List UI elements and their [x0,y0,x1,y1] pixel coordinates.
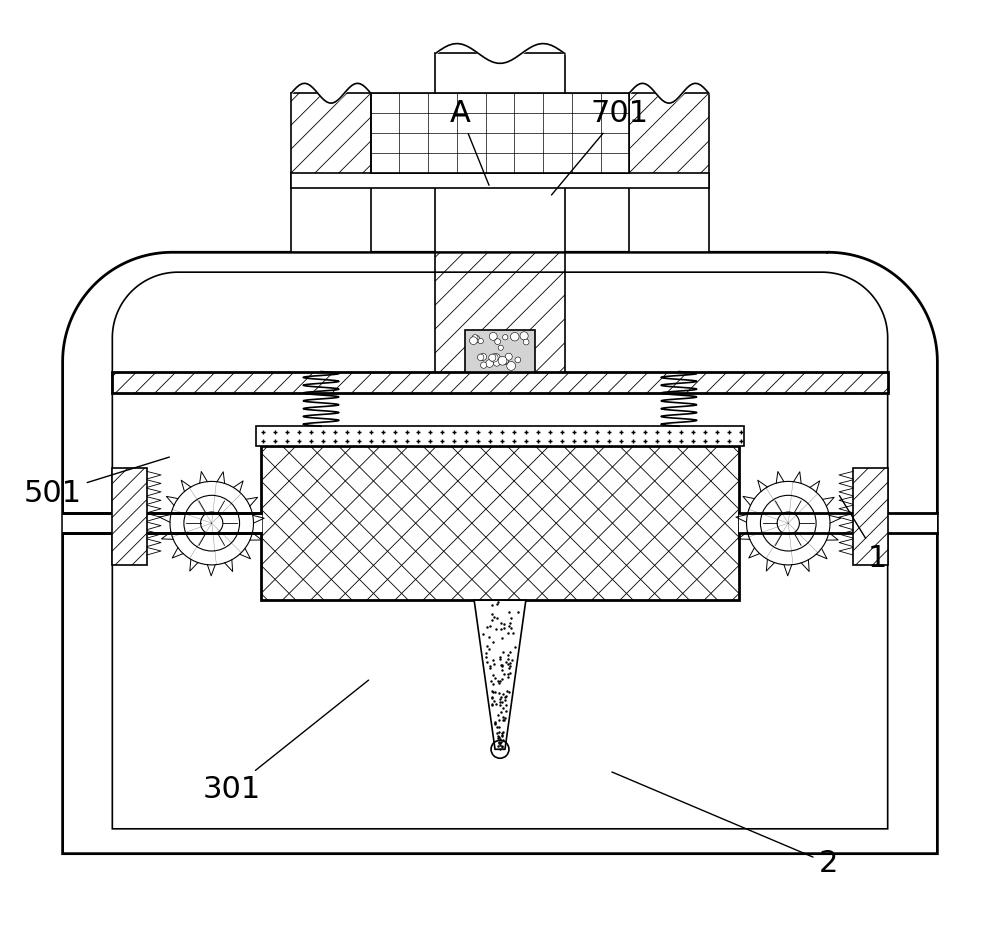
Circle shape [490,354,498,362]
Polygon shape [112,371,888,394]
Circle shape [479,354,487,360]
Circle shape [523,339,529,344]
Circle shape [478,339,483,344]
Circle shape [515,357,521,363]
Polygon shape [291,173,709,188]
Polygon shape [465,330,535,371]
Circle shape [520,331,528,340]
Circle shape [503,358,508,364]
Circle shape [481,362,487,369]
Circle shape [498,345,503,350]
Circle shape [511,332,519,341]
Circle shape [473,335,480,343]
Polygon shape [629,93,709,252]
Polygon shape [112,468,147,565]
Circle shape [472,334,478,341]
Polygon shape [261,446,739,600]
Text: A: A [450,100,489,185]
Circle shape [493,359,500,366]
Bar [63,513,261,533]
Circle shape [507,361,516,371]
Circle shape [486,359,493,368]
Polygon shape [112,272,888,829]
Circle shape [498,357,507,365]
Circle shape [477,354,484,360]
Polygon shape [853,468,888,565]
Text: 501: 501 [24,457,169,507]
Circle shape [489,332,497,341]
Circle shape [493,354,500,361]
Circle shape [503,334,508,340]
Polygon shape [435,53,565,252]
Bar [739,513,937,533]
Circle shape [489,354,496,361]
Circle shape [470,337,477,344]
Text: 2: 2 [612,772,838,878]
Polygon shape [291,93,371,252]
Text: 301: 301 [202,680,369,803]
Polygon shape [256,426,744,446]
Text: 701: 701 [551,100,648,195]
Polygon shape [371,93,629,173]
Polygon shape [474,600,526,749]
Polygon shape [63,252,937,854]
Circle shape [505,353,512,360]
Text: 1: 1 [839,495,887,573]
Circle shape [503,358,508,364]
Circle shape [495,339,501,344]
